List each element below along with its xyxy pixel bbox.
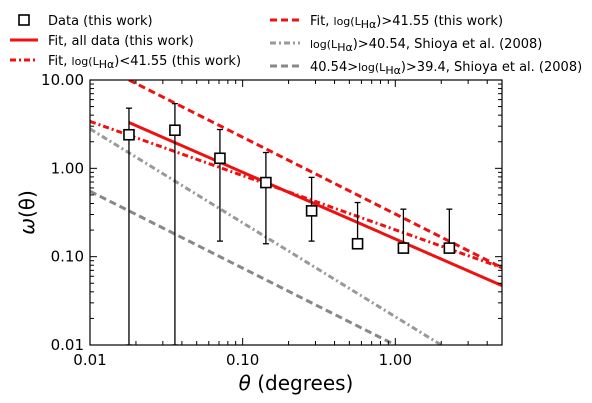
x-tick-label: 1.00 (379, 351, 412, 369)
legend-label: Fit, all data (this work) (48, 34, 194, 49)
series-line-2 (90, 119, 502, 270)
series-line-3 (128, 80, 502, 270)
legend-label-part: 40.54> (310, 60, 358, 75)
legend-label-subscript: Hα (361, 18, 377, 31)
legend-item-0: Data (this work) (18, 14, 153, 29)
data-point (351, 237, 364, 250)
legend-item-1: Fit, all data (this work) (10, 34, 194, 49)
data-point (443, 242, 456, 254)
legend-label-part: Fit, (310, 14, 334, 29)
legend-label: 40.54>log(LHα)>39.4, Shioya et al. (2008… (310, 60, 582, 77)
legend-label-part: log(L (72, 55, 100, 68)
legend-label-subscript: Hα (99, 58, 115, 71)
x-tick-label: 0.01 (73, 351, 106, 369)
legend-label-part: )<41.55 (this work) (114, 54, 241, 69)
legend-label-subscript: Hα (337, 41, 353, 54)
data-point (397, 242, 410, 254)
data-point (305, 205, 318, 217)
data-point (214, 152, 226, 165)
x-tick-label: 0.10 (226, 351, 259, 369)
legend-marker (18, 14, 30, 26)
data-point (260, 176, 272, 189)
axes-layer: 0.01 0.10 1.00 0.01 0.10 1.00 10.00 (41, 71, 503, 369)
legend-label: Data (this work) (48, 14, 153, 29)
plot-frame (89, 79, 503, 346)
y-tick-label: 0.01 (51, 336, 84, 354)
legend-label-part: log(L (358, 61, 386, 74)
legend-label-part: log(L (334, 15, 362, 28)
legend-item-5: 40.54>log(LHα)>39.4, Shioya et al. (2008… (270, 60, 582, 77)
legend-label: Fit, log(LHα)<41.55 (this work) (48, 54, 241, 71)
y-tick-label: 1.00 (51, 159, 84, 177)
y-tick-label: 10.00 (41, 71, 84, 89)
legend-label: log(LHα)>40.54, Shioya et al. (2008) (310, 37, 542, 54)
legend-label-part: )>39.4, Shioya et al. (2008) (401, 60, 582, 75)
series-line-5 (90, 189, 396, 345)
legend-label-part: )>40.54, Shioya et al. (2008) (353, 37, 543, 52)
data-point (123, 128, 135, 141)
series-layer (90, 80, 502, 345)
legend-label-part: log(L (310, 38, 338, 51)
legend: Data (this work) Fit, all data (this work… (10, 14, 582, 77)
y-axis-title: ω(θ) (15, 190, 39, 235)
data-point (169, 124, 181, 137)
series-line-1 (128, 121, 502, 288)
legend-item-3: Fit, log(LHα)>41.55 (this work) (270, 14, 503, 31)
series-clip-group (90, 80, 502, 345)
y-tick-label: 0.10 (51, 248, 84, 266)
legend-label-part: )>41.55 (this work) (376, 14, 503, 29)
legend-item-2: Fit, log(LHα)<41.55 (this work) (10, 54, 241, 71)
legend-item-4: log(LHα)>40.54, Shioya et al. (2008) (270, 37, 542, 54)
legend-label: Fit, log(LHα)>41.55 (this work) (310, 14, 503, 31)
legend-label-subscript: Hα (385, 64, 401, 77)
legend-label-part: Fit, (48, 54, 72, 69)
x-axis-title: θ (degrees) (239, 371, 354, 395)
